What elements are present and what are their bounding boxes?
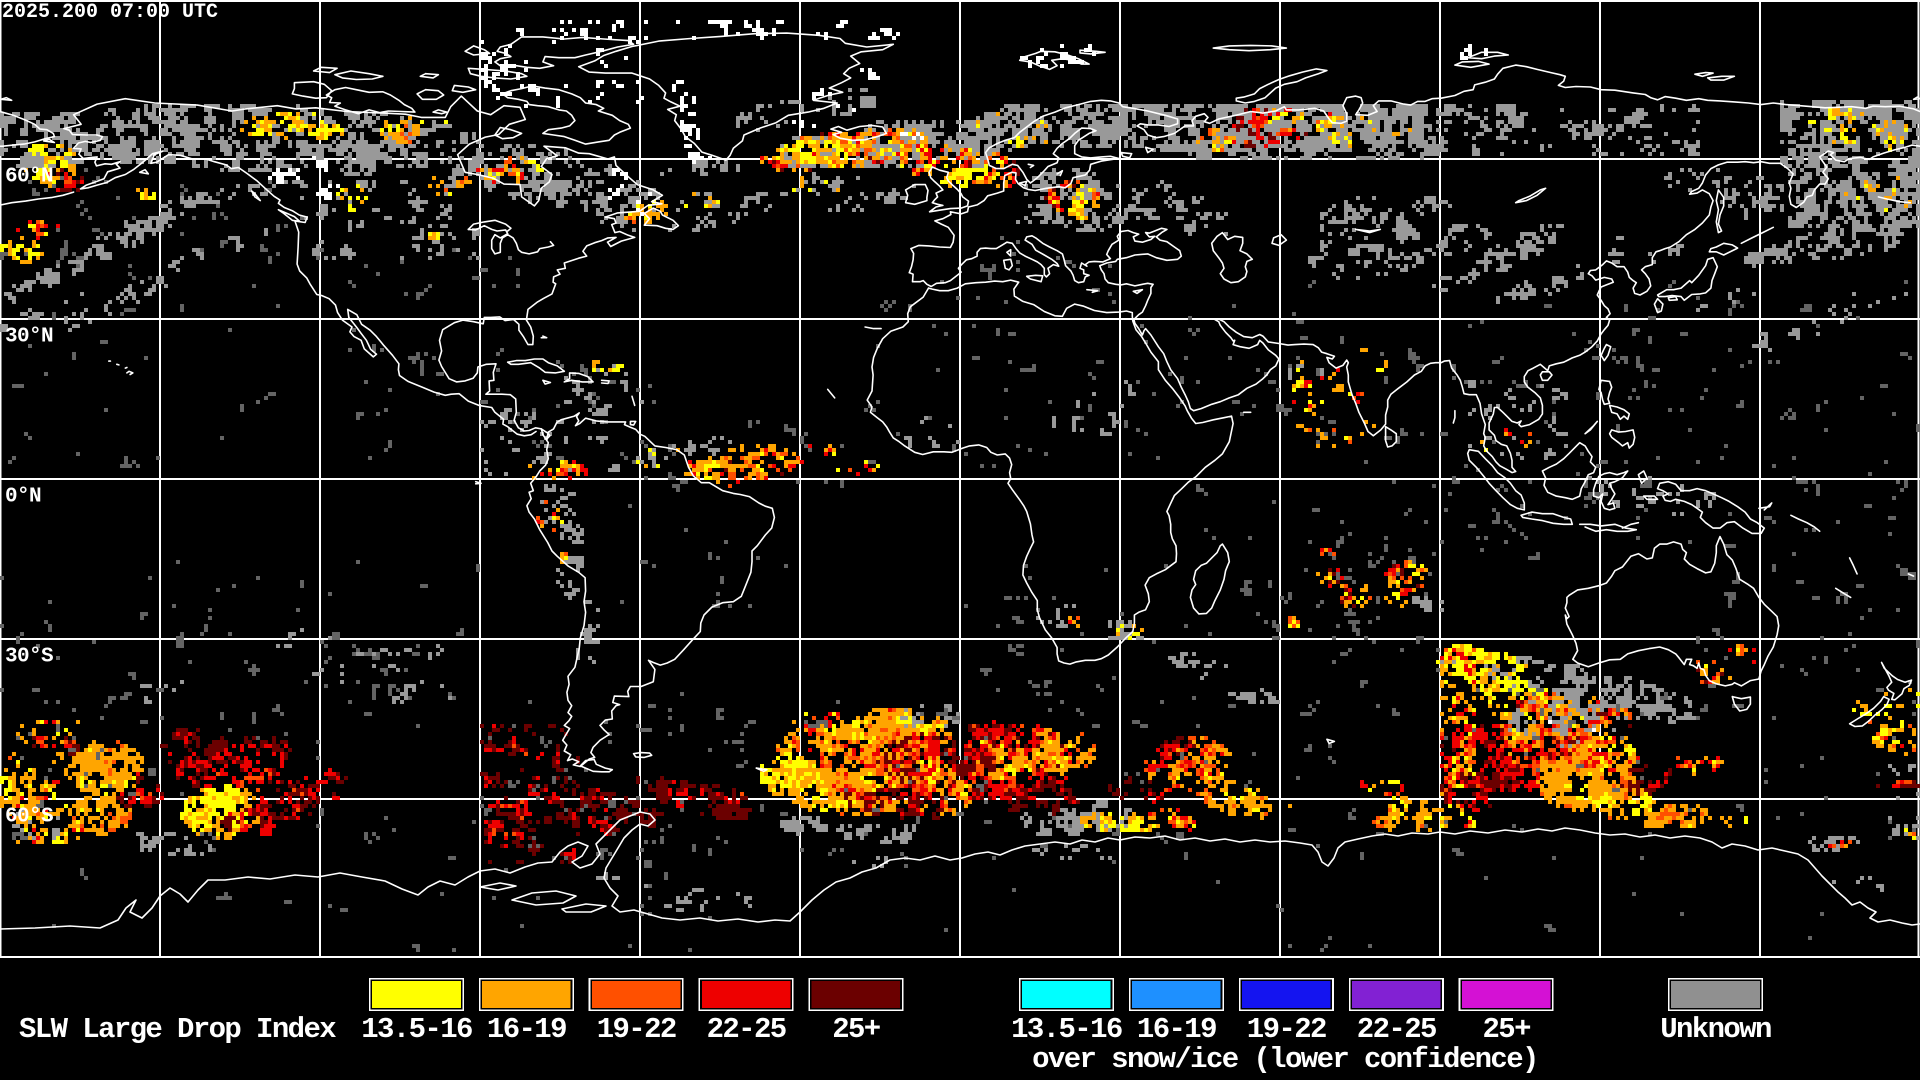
- svg-text:16-19: 16-19: [1137, 1013, 1216, 1046]
- svg-text:16-19: 16-19: [487, 1013, 566, 1046]
- svg-text:SLW Large Drop Index: SLW Large Drop Index: [19, 1013, 336, 1046]
- svg-text:0°N: 0°N: [5, 486, 41, 509]
- svg-text:30°S: 30°S: [5, 646, 53, 669]
- svg-text:25+: 25+: [1482, 1013, 1530, 1046]
- svg-text:60°S: 60°S: [5, 806, 53, 829]
- svg-text:Unknown: Unknown: [1660, 1013, 1771, 1046]
- svg-text:60°N: 60°N: [5, 166, 53, 189]
- svg-text:22-25: 22-25: [1357, 1013, 1436, 1046]
- svg-text:over snow/ice (lower confidenc: over snow/ice (lower confidence): [1032, 1043, 1538, 1076]
- svg-text:13.5-16: 13.5-16: [361, 1013, 472, 1046]
- svg-text:13.5-16: 13.5-16: [1011, 1013, 1122, 1046]
- svg-text:19-22: 19-22: [597, 1013, 676, 1046]
- svg-text:22-25: 22-25: [707, 1013, 786, 1046]
- svg-text:2025.200 07:00 UTC: 2025.200 07:00 UTC: [2, 1, 218, 24]
- svg-text:30°N: 30°N: [5, 326, 53, 349]
- svg-text:25+: 25+: [832, 1013, 880, 1046]
- svg-text:19-22: 19-22: [1247, 1013, 1326, 1046]
